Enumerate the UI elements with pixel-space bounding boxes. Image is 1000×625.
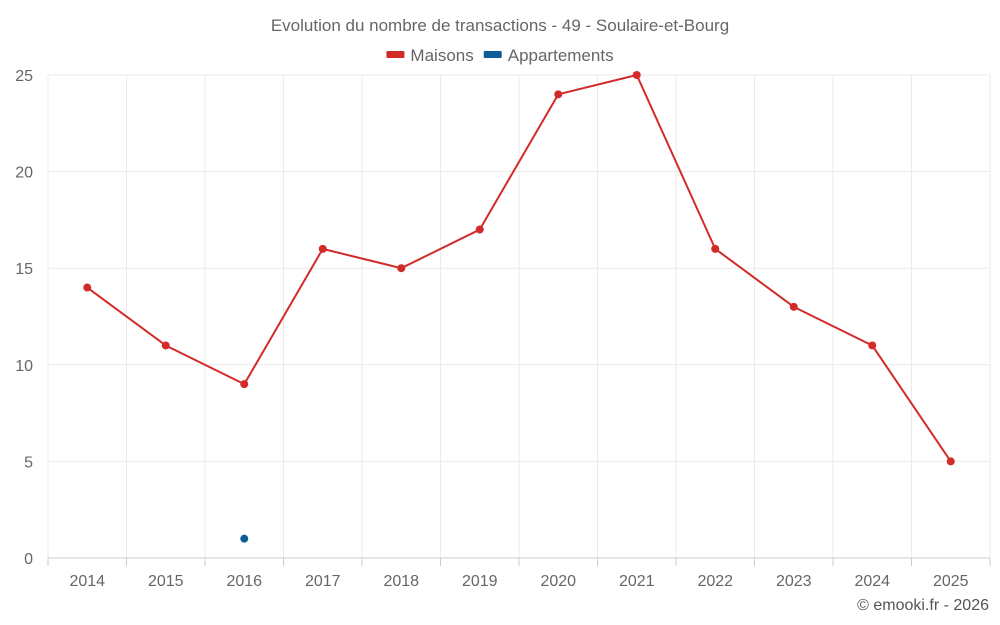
chart-title: Evolution du nombre de transactions - 49… xyxy=(271,16,729,35)
data-point[interactable] xyxy=(868,341,877,350)
data-point[interactable] xyxy=(554,90,563,99)
x-tick-label: 2015 xyxy=(148,573,184,590)
legend-label: Maisons xyxy=(410,46,473,65)
y-tick-label: 15 xyxy=(15,261,33,278)
x-tick-label: 2020 xyxy=(540,573,576,590)
data-point[interactable] xyxy=(946,457,955,466)
series-maisons xyxy=(83,71,955,466)
y-tick-label: 10 xyxy=(15,358,33,375)
credit-text: © emooki.fr - 2026 xyxy=(857,597,989,614)
data-point[interactable] xyxy=(83,283,92,292)
series-line-segment xyxy=(164,344,246,386)
y-tick-label: 5 xyxy=(24,454,33,471)
data-point[interactable] xyxy=(318,244,327,253)
series-layer xyxy=(83,71,955,543)
y-tick-label: 25 xyxy=(15,68,33,85)
data-point[interactable] xyxy=(240,380,249,389)
x-tick-label: 2025 xyxy=(933,573,969,590)
data-point[interactable] xyxy=(475,225,484,234)
legend: Maisons Appartements xyxy=(386,46,614,65)
series-line-segment xyxy=(635,74,717,250)
series-line-segment xyxy=(557,74,638,96)
legend-label: Appartements xyxy=(508,46,614,65)
series-line-segment xyxy=(478,93,560,231)
y-tick-label: 0 xyxy=(24,551,33,568)
series-line-segment xyxy=(86,286,167,347)
x-tick-label: 2022 xyxy=(697,573,733,590)
x-tick-label: 2021 xyxy=(619,573,655,590)
series-appartements xyxy=(240,534,249,543)
x-tick-label: 2019 xyxy=(462,573,498,590)
legend-swatch xyxy=(483,51,502,58)
x-tick-label: 2024 xyxy=(854,573,890,590)
series-line-segment xyxy=(321,247,403,270)
series-line-segment xyxy=(400,228,481,270)
x-tick-label: 2017 xyxy=(305,573,341,590)
data-point[interactable] xyxy=(397,264,406,273)
data-point[interactable] xyxy=(711,244,720,253)
gridlines xyxy=(47,74,991,558)
series-line-segment xyxy=(714,247,795,308)
x-tick-label: 2018 xyxy=(383,573,419,590)
legend-item-appartements[interactable]: Appartements xyxy=(483,46,614,65)
data-point[interactable] xyxy=(789,302,798,311)
x-tick-label: 2023 xyxy=(776,573,812,590)
legend-item-maisons[interactable]: Maisons xyxy=(386,46,474,65)
series-line-segment xyxy=(792,305,874,347)
series-line-segment xyxy=(871,344,952,463)
series-line-segment xyxy=(243,247,324,386)
x-tick-label: 2014 xyxy=(69,573,105,590)
data-point[interactable] xyxy=(161,341,170,350)
legend-swatch xyxy=(386,51,405,58)
data-point[interactable] xyxy=(240,534,249,543)
y-tick-label: 20 xyxy=(15,165,33,182)
x-tick-label: 2016 xyxy=(226,573,262,590)
data-point[interactable] xyxy=(632,71,641,79)
